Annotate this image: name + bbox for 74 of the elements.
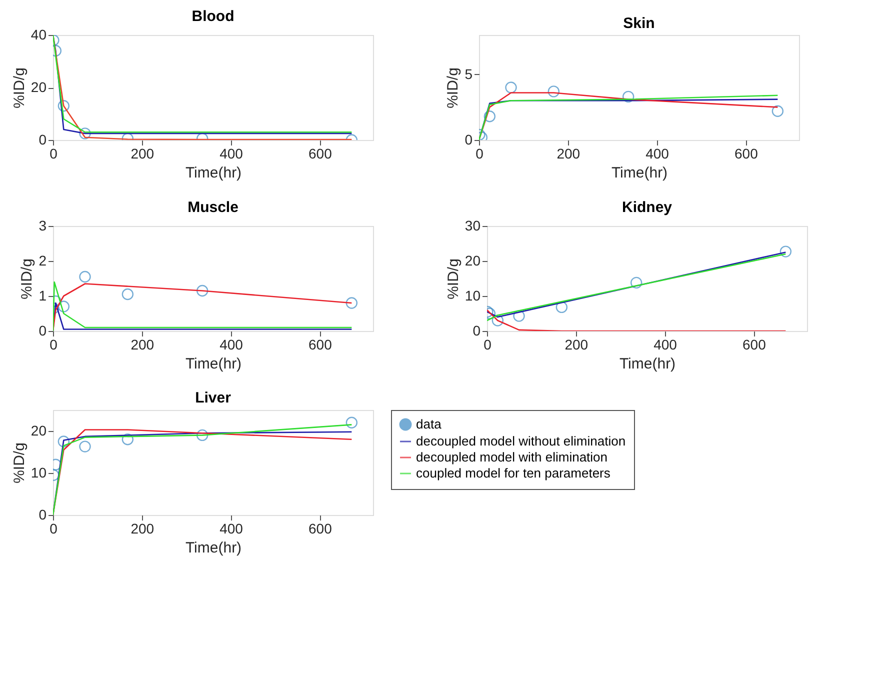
chart-title: Liver <box>195 390 232 406</box>
chart-title: Skin <box>623 15 655 32</box>
y-tick-label: 0 <box>38 506 47 522</box>
point <box>196 284 208 297</box>
chart-title: Muscle <box>188 199 238 216</box>
y-tick-label: 20 <box>464 252 481 268</box>
point <box>780 246 792 258</box>
y-axis-title: %ID/g <box>444 258 462 300</box>
point <box>492 314 504 326</box>
x-tick-label: 200 <box>130 520 154 536</box>
x-tick-label: 400 <box>220 336 244 352</box>
y-tick-label: 10 <box>30 464 47 480</box>
x-axis-title: Time(hr) <box>619 356 676 372</box>
x-tick-label: 0 <box>50 336 58 352</box>
x-tick-label: 0 <box>484 336 492 352</box>
point <box>622 90 634 103</box>
point <box>630 276 642 289</box>
point <box>122 434 134 446</box>
chart-title: Kidney <box>622 199 673 216</box>
x-tick-label: 600 <box>742 336 766 352</box>
point <box>513 310 525 322</box>
x-tick-label: 400 <box>654 336 678 352</box>
x-tick-label: 200 <box>130 146 154 162</box>
y-axis-title: %ID/g <box>18 258 36 300</box>
y-axis-title: %ID/g <box>10 442 28 484</box>
y-tick-label: 3 <box>38 218 47 234</box>
point <box>79 440 91 452</box>
point <box>346 297 358 309</box>
x-axis-title: Time(hr) <box>185 164 242 182</box>
y-tick-label: 0 <box>38 322 47 338</box>
legend-label: coupled model for ten parameters <box>416 466 611 480</box>
point <box>122 288 134 300</box>
y-tick-label: 40 <box>30 26 47 42</box>
y-axis-title: %ID/g <box>444 68 462 108</box>
x-tick-label: 400 <box>220 520 244 536</box>
point <box>58 300 70 312</box>
x-tick-label: 0 <box>50 146 58 162</box>
point <box>505 82 517 94</box>
y-axis-title: %ID/g <box>10 68 28 108</box>
legend-label: decoupled model with elimination <box>416 450 608 464</box>
legend-label: data <box>416 416 442 432</box>
x-tick-label: 600 <box>308 336 332 352</box>
point <box>196 429 208 442</box>
x-tick-label: 400 <box>220 146 244 162</box>
y-tick-label: 30 <box>464 218 481 234</box>
chart-title: Blood <box>192 8 234 25</box>
x-axis-title: Time(hr) <box>185 540 242 556</box>
x-tick-label: 200 <box>564 336 588 352</box>
legend-label: decoupled model without elimination <box>416 434 626 448</box>
point <box>484 110 496 122</box>
point <box>79 270 91 283</box>
x-tick-label: 600 <box>308 146 332 162</box>
y-tick-label: 20 <box>30 422 47 438</box>
x-tick-label: 400 <box>646 146 670 162</box>
point <box>548 86 560 98</box>
y-tick-label: 1 <box>38 288 47 304</box>
x-tick-label: 0 <box>50 520 58 536</box>
y-tick-label: 5 <box>464 66 473 82</box>
point <box>58 436 70 448</box>
x-tick-label: 600 <box>308 520 332 536</box>
x-tick-label: 200 <box>556 146 580 162</box>
y-tick-label: 2 <box>38 252 47 268</box>
x-axis-title: Time(hr) <box>185 356 242 372</box>
y-tick-label: 10 <box>464 288 481 304</box>
y-tick-label: 0 <box>472 322 481 338</box>
point <box>346 416 358 428</box>
x-tick-label: 200 <box>130 336 154 352</box>
line-series <box>487 309 786 331</box>
y-tick-label: 0 <box>38 132 47 148</box>
y-tick-label: 0 <box>464 132 473 148</box>
point <box>772 105 784 117</box>
y-tick-label: 20 <box>30 79 47 95</box>
x-tick-label: 600 <box>734 146 758 162</box>
x-axis-title: Time(hr) <box>611 164 668 182</box>
